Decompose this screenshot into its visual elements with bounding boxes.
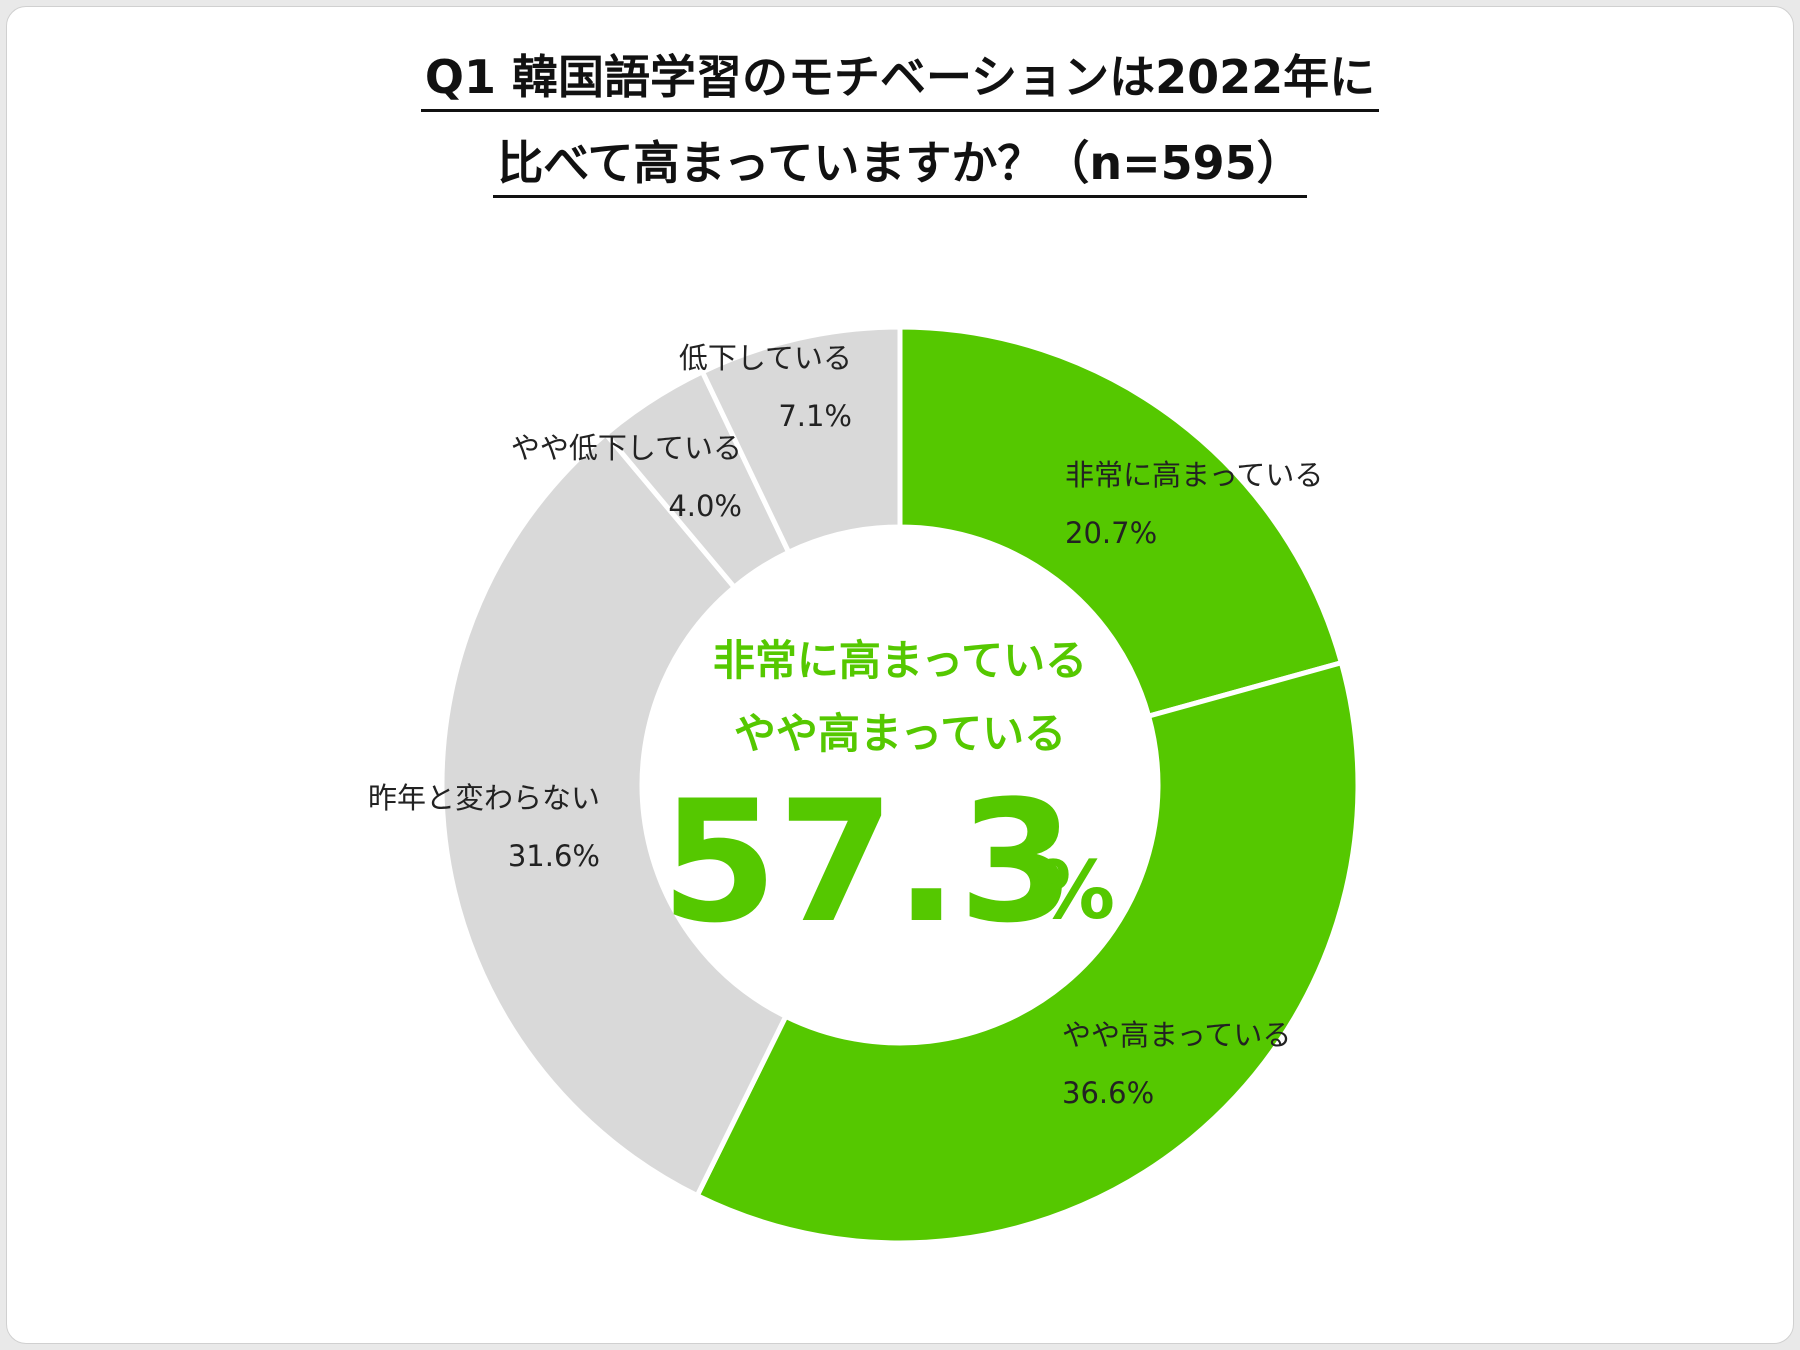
slice-category-label-3: 昨年と変わらない [368, 781, 600, 815]
chart-title-line-1: Q1 韓国語学習のモチベーションは2022年に [0, 52, 1800, 112]
slice-value-label-2: 36.6% [1062, 1076, 1154, 1110]
slice-category-label-1: 非常に高まっている [1065, 458, 1323, 492]
center-label-line-2: やや高まっている [734, 709, 1066, 758]
donut-slices [439, 324, 1361, 1246]
slice-labels: 非常に高まっている 20.7% やや高まっている 36.6% 昨年と変わらない 31.6%… [368, 341, 1323, 1110]
slice-value-label-4: 4.0% [668, 489, 742, 523]
donut-slice-3 [439, 430, 790, 1200]
center-summary: 非常に高まっている やや高まっている 57.3 % [661, 636, 1115, 960]
center-label-line-1: 非常に高まっている [713, 636, 1087, 685]
chart-title-line-2: 比べて高まっていますか？（n=595） [0, 138, 1800, 198]
center-total-unit: % [1035, 844, 1115, 937]
slice-category-label-4: やや低下している [511, 431, 742, 465]
donut-slice-1 [897, 324, 1345, 720]
slice-value-label-5: 7.1% [778, 399, 852, 433]
slice-category-label-2: やや高まっている [1062, 1018, 1291, 1052]
donut-slice-2 [693, 659, 1361, 1246]
donut-slice-5 [699, 324, 903, 556]
center-total-value: 57.3 [661, 764, 1076, 960]
slice-value-label-1: 20.7% [1065, 516, 1157, 550]
slice-value-label-3: 31.6% [508, 839, 600, 873]
chart-title-text-1: Q1 韓国語学習のモチベーションは2022年に [420, 52, 1380, 112]
slice-category-label-5: 低下している [679, 341, 852, 375]
chart-title-text-2: 比べて高まっていますか？（n=595） [493, 138, 1307, 198]
